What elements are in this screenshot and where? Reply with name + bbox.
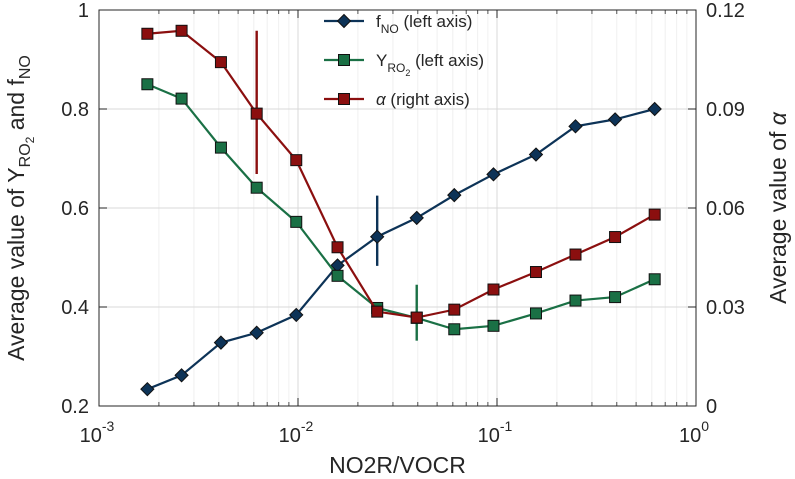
legend-marker	[338, 93, 350, 105]
data-point	[175, 92, 188, 105]
data-point	[331, 241, 344, 254]
series-line	[147, 29, 656, 319]
data-point	[371, 305, 384, 318]
plot-layer	[140, 24, 662, 397]
series-2	[141, 24, 661, 324]
data-point	[569, 248, 582, 261]
legend-entry-2: α (right axis)	[324, 90, 470, 109]
series-line	[146, 83, 656, 331]
x-tick-label: 10-2	[279, 418, 314, 447]
data-point	[529, 307, 542, 320]
data-point	[290, 215, 303, 228]
data-point	[569, 294, 582, 307]
y-left-tick-label: 0.8	[61, 99, 89, 121]
y-right-tick-label: 0.09	[706, 99, 745, 121]
data-point	[331, 269, 344, 282]
x-tick-label: 10-1	[478, 418, 513, 447]
data-point	[250, 107, 263, 120]
data-point	[410, 311, 423, 324]
legend-label: α (right axis)	[376, 90, 470, 109]
data-point	[213, 335, 229, 350]
grid-layer	[98, 9, 697, 407]
data-point	[487, 283, 500, 296]
legend-entry-0: fNO (left axis)	[324, 12, 472, 36]
legend-layer: fNO (left axis) YRO2 (left axis) α (right …	[324, 12, 484, 109]
data-point	[609, 231, 622, 244]
axes-layer: 10-3 10-2 10-1 100 0.2 0.4 0.6 0.8 1 0 0.03 0.06 0.0…	[3, 0, 791, 478]
y-right-tick-label: 0	[706, 396, 717, 418]
series-0	[140, 101, 662, 397]
data-point	[568, 119, 583, 134]
y-left-axis-label: Average value of YRO2 and fNO	[3, 55, 37, 361]
data-point	[214, 141, 227, 154]
y-left-tick-label: 1	[78, 0, 89, 22]
data-point	[609, 291, 622, 304]
data-point	[648, 208, 661, 221]
data-point	[448, 303, 461, 316]
y-left-tick-label: 0.6	[61, 198, 89, 220]
data-point	[486, 167, 501, 182]
legend-entry-1: YRO2 (left axis)	[324, 51, 484, 78]
y-left-tick-label: 0.2	[61, 396, 89, 418]
y-left-tick-label: 0.4	[61, 297, 89, 319]
y-right-tick-label: 0.03	[706, 297, 745, 319]
data-point	[369, 229, 385, 244]
y-right-axis-label: Average value of α	[765, 111, 791, 304]
legend-label: fNO (left axis)	[376, 12, 472, 36]
data-point	[607, 112, 623, 127]
legend-marker	[338, 54, 350, 66]
data-point	[174, 368, 189, 383]
data-point	[249, 325, 264, 340]
data-point	[529, 266, 542, 279]
data-point	[141, 78, 154, 91]
x-tick-label: 10-3	[80, 418, 115, 447]
y-right-tick-label: 0.12	[706, 0, 745, 22]
x-tick-label: 100	[679, 418, 709, 447]
legend-marker	[336, 13, 352, 29]
data-point	[250, 181, 263, 194]
y-right-tick-label: 0.06	[706, 198, 745, 220]
data-point	[141, 27, 154, 40]
data-point	[409, 210, 424, 226]
data-point	[648, 273, 661, 286]
data-point	[214, 56, 227, 69]
data-point	[647, 101, 662, 117]
data-point	[289, 307, 304, 323]
data-point	[448, 323, 461, 336]
data-point	[528, 147, 544, 162]
data-point	[447, 187, 462, 203]
legend-label: YRO2 (left axis)	[376, 51, 484, 78]
x-axis-label: NO2R/VOCR	[329, 452, 466, 478]
data-point	[487, 319, 500, 332]
data-point	[175, 24, 188, 37]
data-point	[290, 154, 303, 167]
data-point	[140, 381, 155, 397]
series-line	[146, 107, 655, 391]
